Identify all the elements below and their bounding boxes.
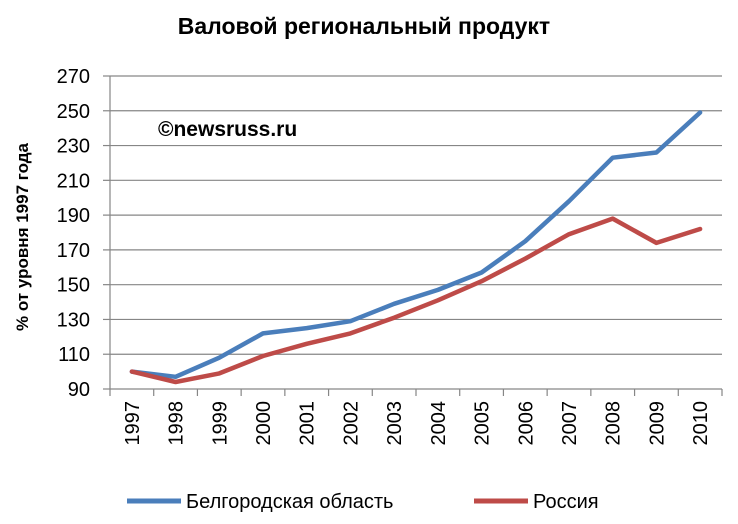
grid — [110, 75, 722, 355]
y-tick-label-170: 170 — [57, 240, 90, 262]
y-tick-label-130: 130 — [57, 309, 90, 331]
y-tick-label-190: 190 — [57, 205, 90, 227]
legend-label-russia: Россия — [533, 491, 599, 513]
x-tick-label-2010: 2010 — [690, 401, 712, 446]
y-tick-label-270: 270 — [57, 66, 90, 88]
x-tick-label-2001: 2001 — [297, 401, 319, 446]
series-lines — [129, 110, 703, 385]
x-tick-labels: 1997 1998 1999 2000 2001 2002 2003 2004 2005 2006… — [122, 401, 712, 446]
x-tick-label-2006: 2006 — [515, 401, 537, 446]
x-tick-label-2003: 2003 — [384, 401, 406, 446]
legend-label-belgorod: Белгородская область — [186, 491, 393, 513]
x-tick-label-2007: 2007 — [559, 401, 581, 446]
chart-title: Валовой региональный продукт — [178, 13, 550, 39]
axes — [103, 75, 723, 396]
x-tick-label-2005: 2005 — [472, 401, 494, 446]
y-tick-label-250: 250 — [57, 101, 90, 123]
y-axis-label: % от уровня 1997 года — [13, 142, 32, 331]
y-tick-label-110: 110 — [58, 344, 90, 366]
y-tick-label-90: 90 — [68, 379, 90, 401]
x-tick-label-2009: 2009 — [646, 401, 668, 446]
x-tick-label-1998: 1998 — [166, 401, 188, 446]
y-tick-labels: 90 110 130 150 170 190 210 230 250 270 — [57, 66, 90, 401]
x-tick-label-2002: 2002 — [340, 401, 362, 446]
y-tick-label-150: 150 — [57, 275, 90, 297]
x-tick-label-2004: 2004 — [428, 401, 450, 446]
y-tick-label-230: 230 — [57, 136, 90, 158]
y-tick-label-210: 210 — [57, 170, 90, 192]
legend: Белгородская область Россия — [127, 491, 599, 513]
watermark-text: ©newsruss.ru — [158, 118, 297, 141]
series-line-belgorod — [129, 110, 703, 380]
series-line-russia — [129, 216, 703, 385]
x-tick-label-2000: 2000 — [253, 401, 275, 446]
x-tick-label-2008: 2008 — [603, 401, 625, 446]
x-tick-label-1999: 1999 — [209, 401, 231, 446]
x-tick-label-1997: 1997 — [122, 401, 144, 446]
